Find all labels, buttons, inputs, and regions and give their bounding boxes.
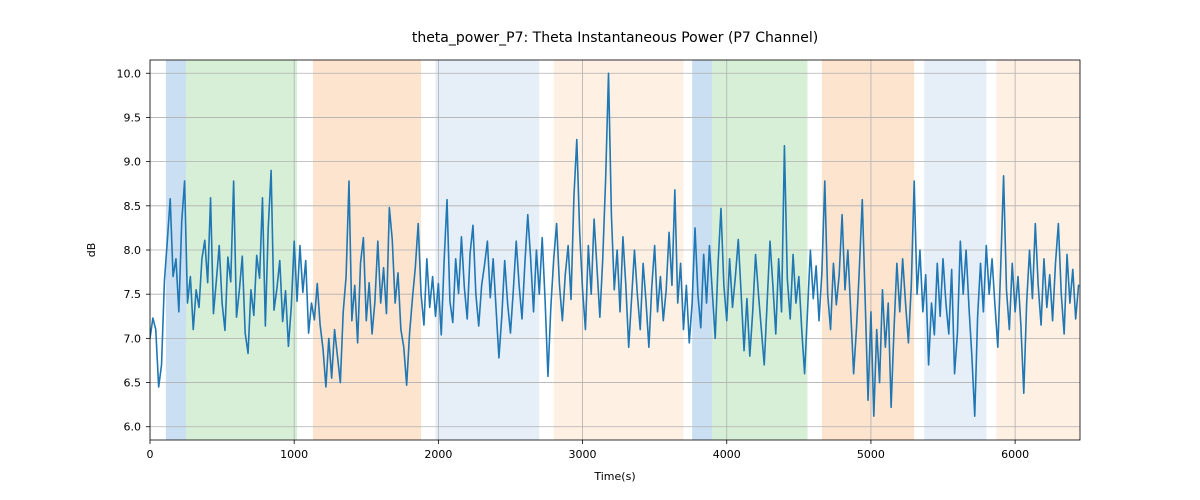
y-tick-label: 8.0 bbox=[124, 244, 142, 257]
x-tick-label: 3000 bbox=[569, 448, 597, 461]
y-tick-label: 8.5 bbox=[124, 200, 142, 213]
x-tick-label: 4000 bbox=[713, 448, 741, 461]
y-axis-label: dB bbox=[85, 243, 98, 258]
x-tick-label: 6000 bbox=[1001, 448, 1029, 461]
y-tick-label: 9.5 bbox=[124, 111, 142, 124]
x-axis-label: Time(s) bbox=[593, 470, 635, 483]
x-tick-label: 1000 bbox=[280, 448, 308, 461]
x-tick-label: 2000 bbox=[424, 448, 452, 461]
chart-svg: 0 1000 2000 3000 4000 5000 6000 6.0 6.5 7.0 7.5 8.0… bbox=[0, 0, 1200, 500]
x-tick-label: 5000 bbox=[857, 448, 885, 461]
chart-container: 0 1000 2000 3000 4000 5000 6000 6.0 6.5 7.0 7.5 8.0… bbox=[0, 0, 1200, 500]
y-tick-label: 6.0 bbox=[124, 421, 142, 434]
y-tick-label: 7.0 bbox=[124, 332, 142, 345]
y-tick-label: 10.0 bbox=[117, 67, 142, 80]
y-tick-label: 9.0 bbox=[124, 156, 142, 169]
plot-area bbox=[150, 60, 1080, 440]
chart-title: theta_power_P7: Theta Instantaneous Powe… bbox=[412, 30, 818, 46]
y-tick-label: 6.5 bbox=[124, 377, 142, 390]
x-tick-label: 0 bbox=[147, 448, 154, 461]
y-tick-label: 7.5 bbox=[124, 288, 142, 301]
